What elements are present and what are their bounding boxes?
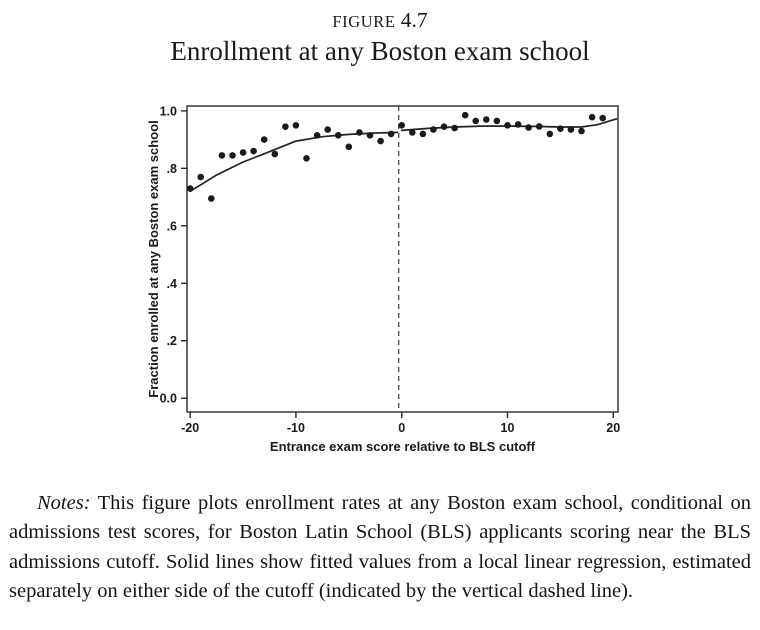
- data-point: [303, 155, 310, 162]
- figure-number: 4.7: [400, 8, 428, 32]
- data-point: [557, 125, 564, 132]
- y-tick-label: .8: [167, 162, 177, 176]
- data-point: [229, 152, 236, 159]
- data-point: [430, 126, 437, 133]
- figure-title: Enrollment at any Boston exam school: [170, 36, 590, 66]
- data-point: [186, 185, 194, 192]
- notes-text: This figure plots enrollment rates at an…: [9, 491, 751, 603]
- data-point: [525, 124, 532, 131]
- x-tick-label: 20: [606, 421, 620, 435]
- data-point: [324, 126, 332, 133]
- data-point: [271, 150, 279, 158]
- data-point: [504, 122, 511, 129]
- y-tick-label: .6: [167, 219, 177, 233]
- y-tick-label: .2: [167, 334, 177, 348]
- figure-notes: Notes: This figure plots enrollment rate…: [0, 489, 760, 607]
- data-point: [493, 117, 501, 125]
- y-tick-label: .4: [167, 277, 177, 291]
- figure-label: FIGURE: [332, 12, 396, 31]
- data-point: [398, 122, 406, 129]
- data-point: [366, 132, 374, 139]
- data-point: [260, 136, 268, 143]
- data-point: [514, 121, 522, 128]
- data-point: [409, 129, 416, 136]
- data-point: [472, 117, 480, 125]
- data-point: [250, 147, 257, 155]
- data-point: [197, 173, 204, 181]
- data-point: [483, 116, 490, 123]
- data-point: [282, 123, 289, 130]
- data-point: [356, 129, 363, 136]
- data-point: [419, 130, 427, 138]
- data-point: [546, 130, 554, 138]
- y-axis-title: Fraction enrolled at any Boston exam sch…: [146, 120, 161, 397]
- x-tick-label: 0: [398, 421, 405, 435]
- data-point: [313, 132, 321, 139]
- notes-label: Notes:: [37, 491, 91, 514]
- y-tick-label: 0.0: [160, 392, 177, 406]
- x-tick-label: -10: [287, 421, 305, 435]
- data-point: [239, 149, 247, 156]
- y-tick-label: 1.0: [160, 104, 177, 118]
- data-point: [599, 114, 606, 122]
- data-point: [387, 130, 395, 138]
- data-point: [292, 122, 300, 129]
- fit-line-left: [189, 131, 399, 193]
- data-point: [461, 111, 469, 119]
- x-axis-title: Entrance exam score relative to BLS cuto…: [270, 439, 536, 454]
- scatter-plot-canvas: -20 -10 0 10 20 0.0 .2 .4 .6 .8 1.0 Entrance exam s…: [146, 104, 620, 454]
- data-point: [578, 127, 585, 135]
- enrollment-chart: -20 -10 0 10 20 0.0 .2 .4 .6 .8 1.0 Entrance exam s…: [0, 85, 760, 460]
- data-point: [345, 143, 353, 151]
- data-point: [440, 123, 448, 130]
- data-point: [334, 132, 342, 139]
- data-point: [208, 195, 215, 202]
- data-point: [588, 113, 596, 121]
- x-tick-label: 10: [501, 421, 515, 435]
- figure-kicker: FIGURE 4.7: [0, 8, 760, 33]
- data-point: [451, 124, 458, 132]
- data-point: [377, 137, 384, 145]
- data-point: [535, 123, 543, 130]
- data-point: [218, 152, 226, 159]
- x-tick-label: -20: [181, 421, 199, 435]
- data-point: [567, 126, 575, 133]
- plot-frame: [186, 105, 619, 413]
